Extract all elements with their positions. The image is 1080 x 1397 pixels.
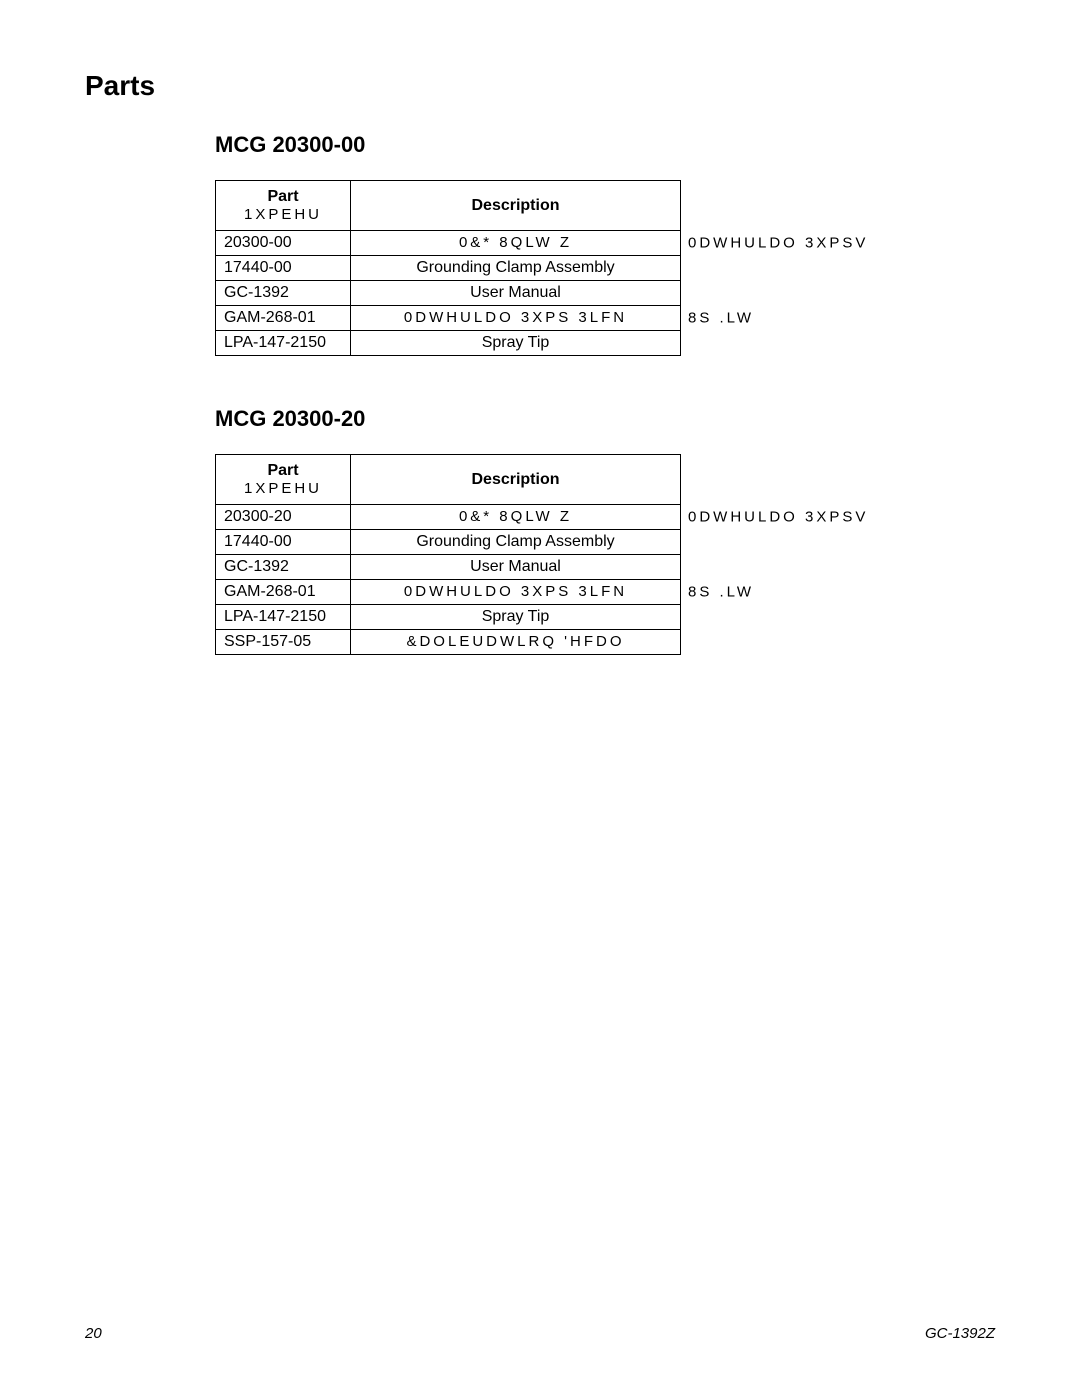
part-number-cell: LPA-147-2150 [216,331,351,356]
table-row: GC-1392User Manual [216,281,681,306]
part-number-cell: 20300-00 [216,231,351,256]
col-desc-header: Description [351,455,681,505]
table-row: LPA-147-2150Spray Tip [216,331,681,356]
part-number-cell: SSP-157-05 [216,630,351,655]
table-title: MCG 20300-00 [215,132,995,158]
page-number: 20 [85,1325,102,1342]
part-number-cell: 20300-20 [216,505,351,530]
part-number-cell: GAM-268-01 [216,306,351,331]
content-block: MCG 20300-00Part1XPEHUDescription20300-0… [215,132,995,655]
description-cell: User Manual [351,281,681,306]
part-number-cell: 17440-00 [216,256,351,281]
overflow-text: 8S .LW [688,310,754,327]
col-part-header: Part1XPEHU [216,181,351,231]
table-row: GAM-268-010DWHULDO 3XPS 3LFN8S .LW [216,306,681,331]
part-number-cell: 17440-00 [216,530,351,555]
description-cell: Grounding Clamp Assembly [351,256,681,281]
parts-table: Part1XPEHUDescription20300-000&* 8QLW Z0… [215,180,681,356]
table-title: MCG 20300-20 [215,406,995,432]
part-number-cell: GC-1392 [216,555,351,580]
part-number-cell: LPA-147-2150 [216,605,351,630]
part-number-cell: GAM-268-01 [216,580,351,605]
description-cell: Grounding Clamp Assembly [351,530,681,555]
page: Parts MCG 20300-00Part1XPEHUDescription2… [0,0,1080,1397]
part-number-cell: GC-1392 [216,281,351,306]
page-footer: 20 GC-1392Z [85,1325,995,1342]
table-row: 20300-000&* 8QLW Z0DWHULDO 3XPSV [216,231,681,256]
document-id: GC-1392Z [925,1325,995,1342]
table-header-row: Part1XPEHUDescription [216,181,681,231]
table-header-row: Part1XPEHUDescription [216,455,681,505]
table-row: LPA-147-2150Spray Tip [216,605,681,630]
description-cell: Spray Tip [351,331,681,356]
table-row: 17440-00Grounding Clamp Assembly [216,256,681,281]
section-title: Parts [85,70,995,102]
col-part-header: Part1XPEHU [216,455,351,505]
table-row: 20300-200&* 8QLW Z0DWHULDO 3XPSV [216,505,681,530]
parts-table: Part1XPEHUDescription20300-200&* 8QLW Z0… [215,454,681,655]
table-row: 17440-00Grounding Clamp Assembly [216,530,681,555]
description-cell: 0&* 8QLW Z0DWHULDO 3XPSV [351,231,681,256]
description-cell: Spray Tip [351,605,681,630]
description-cell: 0DWHULDO 3XPS 3LFN8S .LW [351,306,681,331]
description-cell: 0DWHULDO 3XPS 3LFN8S .LW [351,580,681,605]
table-row: GAM-268-010DWHULDO 3XPS 3LFN8S .LW [216,580,681,605]
overflow-text: 8S .LW [688,584,754,601]
description-cell: User Manual [351,555,681,580]
table-row: GC-1392User Manual [216,555,681,580]
description-cell: 0&* 8QLW Z0DWHULDO 3XPSV [351,505,681,530]
col-desc-header: Description [351,181,681,231]
table-row: SSP-157-05&DOLEUDWLRQ 'HFDO [216,630,681,655]
description-cell: &DOLEUDWLRQ 'HFDO [351,630,681,655]
overflow-text: 0DWHULDO 3XPSV [688,235,868,252]
overflow-text: 0DWHULDO 3XPSV [688,509,868,526]
